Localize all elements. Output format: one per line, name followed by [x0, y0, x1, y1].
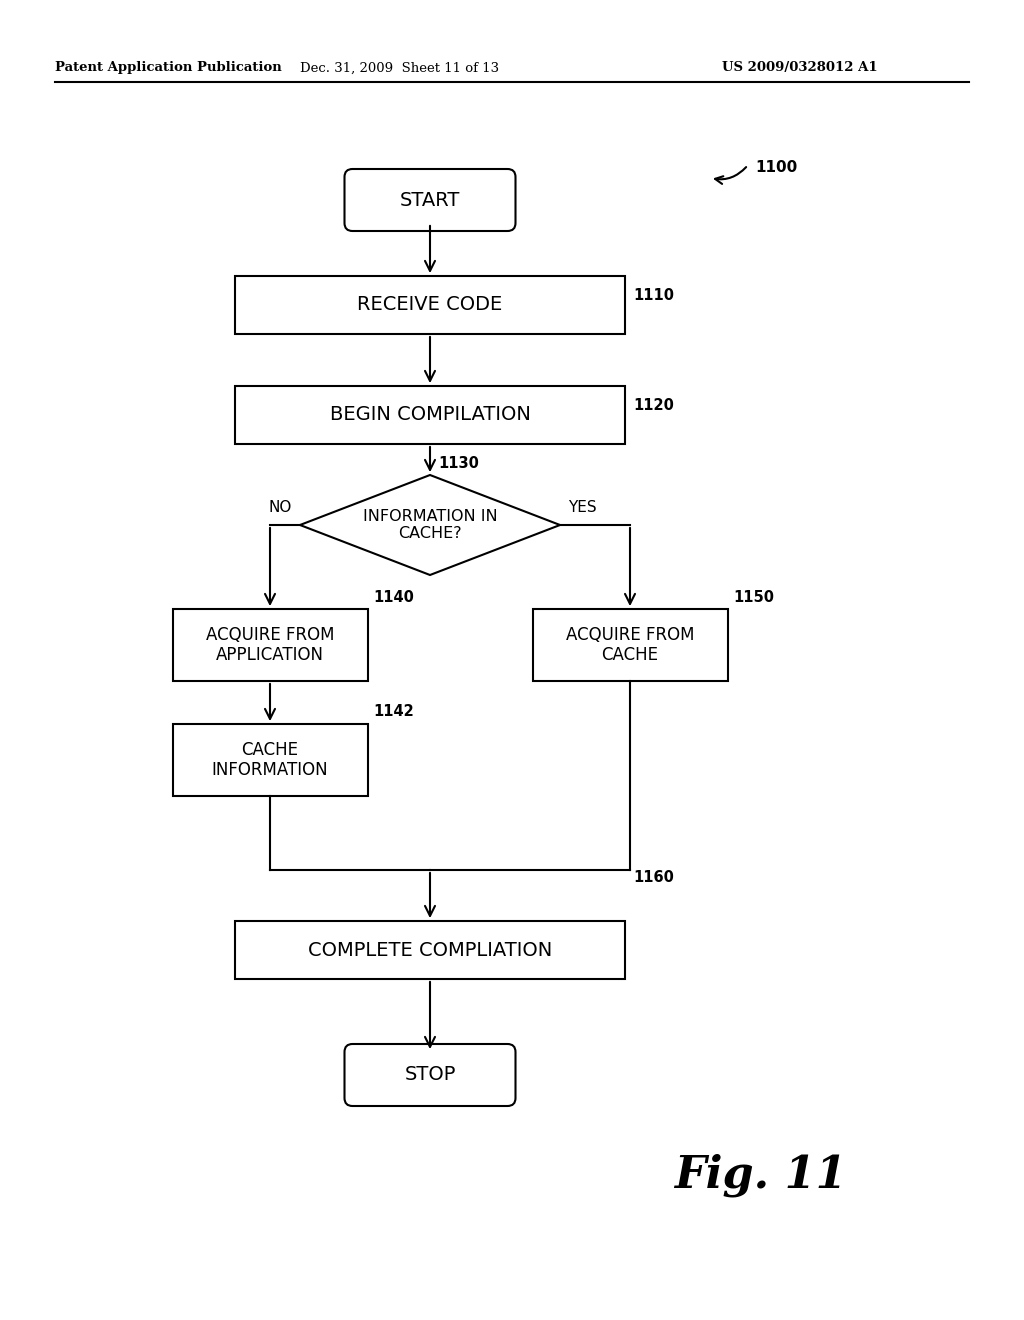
Text: 1130: 1130: [438, 455, 479, 470]
Bar: [234, 385, 625, 444]
Text: YES: YES: [568, 499, 597, 515]
Text: 1150: 1150: [733, 590, 774, 605]
Bar: [234, 276, 625, 334]
FancyBboxPatch shape: [344, 1044, 515, 1106]
FancyBboxPatch shape: [344, 169, 515, 231]
Text: 1100: 1100: [755, 161, 798, 176]
Text: NO: NO: [268, 499, 292, 515]
Text: BEGIN COMPILATION: BEGIN COMPILATION: [330, 405, 530, 425]
Text: Fig. 11: Fig. 11: [674, 1154, 846, 1197]
Text: STOP: STOP: [404, 1065, 456, 1085]
Text: 1140: 1140: [374, 590, 415, 605]
Text: COMPLETE COMPLIATION: COMPLETE COMPLIATION: [308, 940, 552, 960]
Bar: [172, 609, 368, 681]
Text: 1160: 1160: [633, 870, 674, 886]
Text: Dec. 31, 2009  Sheet 11 of 13: Dec. 31, 2009 Sheet 11 of 13: [300, 62, 500, 74]
Text: 1120: 1120: [633, 397, 674, 412]
Text: START: START: [399, 190, 460, 210]
Text: ACQUIRE FROM
CACHE: ACQUIRE FROM CACHE: [565, 626, 694, 664]
Text: RECEIVE CODE: RECEIVE CODE: [357, 296, 503, 314]
Text: ACQUIRE FROM
APPLICATION: ACQUIRE FROM APPLICATION: [206, 626, 334, 664]
Text: 1110: 1110: [633, 288, 674, 302]
Text: CACHE
INFORMATION: CACHE INFORMATION: [212, 741, 329, 779]
Bar: [532, 609, 727, 681]
Text: US 2009/0328012 A1: US 2009/0328012 A1: [722, 62, 878, 74]
Text: INFORMATION IN
CACHE?: INFORMATION IN CACHE?: [362, 508, 498, 541]
Text: 1142: 1142: [374, 705, 415, 719]
Polygon shape: [300, 475, 560, 576]
Text: Patent Application Publication: Patent Application Publication: [55, 62, 282, 74]
Bar: [172, 723, 368, 796]
Bar: [234, 921, 625, 979]
